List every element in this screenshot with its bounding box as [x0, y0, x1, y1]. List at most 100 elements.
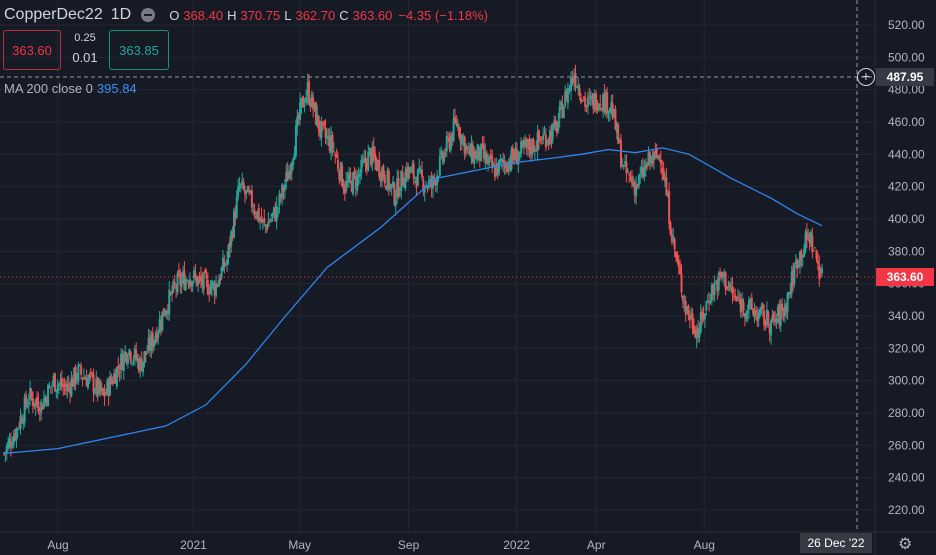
candle-body — [574, 73, 577, 87]
candle-body — [640, 167, 643, 174]
candle-body — [680, 273, 683, 293]
candle-body — [173, 282, 176, 286]
candle-body — [723, 272, 726, 278]
candle-body — [328, 136, 331, 151]
candle-body — [644, 163, 647, 169]
candle-body — [267, 221, 270, 228]
candle-body — [210, 280, 213, 289]
candle-body — [487, 158, 490, 164]
high-value: 370.75 — [240, 7, 281, 23]
candle-body — [742, 302, 745, 311]
candle-body — [434, 180, 437, 186]
candle-body — [748, 300, 751, 310]
candle-body — [699, 312, 702, 333]
ma-indicator-label: MA 200 close 0 — [4, 81, 93, 96]
candle-body — [438, 155, 441, 176]
candle-body — [335, 154, 338, 158]
candle-body — [440, 150, 443, 155]
low-value: 362.70 — [295, 7, 336, 23]
buy-button[interactable]: 363.85 — [109, 30, 169, 70]
candle-body — [816, 260, 819, 264]
candle-body — [460, 135, 463, 145]
candle-body — [712, 284, 715, 295]
candle-body — [164, 314, 167, 316]
gear-icon[interactable]: ⚙ — [898, 536, 913, 553]
candle-body — [456, 124, 459, 128]
candle-body — [246, 186, 249, 193]
candle-body — [120, 353, 123, 371]
candle-body — [235, 196, 238, 218]
candle-body — [169, 292, 172, 294]
candle-body — [409, 168, 412, 173]
candle-body — [289, 170, 292, 175]
candle-body — [807, 233, 810, 237]
candle-body — [491, 155, 494, 168]
candle-body — [467, 146, 470, 148]
timeframe-label[interactable]: 1D — [110, 6, 132, 23]
candle-body — [664, 180, 667, 182]
price-tick-label: 260.00 — [888, 438, 925, 452]
candle-body — [768, 327, 771, 334]
candle-body — [738, 300, 741, 302]
candle-body — [665, 177, 668, 196]
high-label: H — [227, 7, 237, 23]
candle-body — [219, 277, 222, 281]
candle-body — [98, 380, 101, 395]
candle-body — [266, 225, 269, 230]
symbol-name[interactable]: CopperDec22 — [4, 6, 103, 23]
candle-body — [639, 174, 642, 176]
candle-body — [158, 319, 161, 333]
candle-body — [394, 199, 397, 207]
candle-body — [604, 92, 607, 113]
candle-body — [635, 186, 638, 197]
candle-body — [812, 250, 815, 252]
candle-body — [37, 401, 40, 412]
candle-body — [746, 311, 749, 314]
candle-body — [19, 416, 22, 429]
crosshair-date-label: 26 Dec '22 — [800, 533, 872, 553]
candle-body — [292, 158, 295, 165]
candle-body — [102, 388, 105, 395]
candle-body — [122, 353, 125, 371]
candle-body — [783, 304, 786, 317]
candle-body — [60, 378, 63, 387]
candle-body — [804, 233, 807, 251]
candle-body — [331, 134, 334, 149]
candle-body — [44, 396, 47, 402]
candle-body — [386, 170, 389, 190]
price-tick-label: 320.00 — [888, 341, 925, 355]
candle-body — [683, 301, 686, 304]
candle-body — [239, 183, 242, 185]
candle-body — [146, 352, 149, 354]
candle-body — [389, 184, 392, 189]
candle-body — [749, 299, 752, 303]
candle-body — [781, 303, 784, 312]
eye-dot-icon[interactable] — [141, 8, 156, 22]
candle-body — [31, 398, 34, 406]
ma-indicator-legend[interactable]: MA 200 close 0 395.84 — [4, 81, 137, 96]
candle-body — [397, 178, 400, 198]
candle-body — [796, 259, 799, 270]
candle-body — [570, 77, 573, 91]
candle-body — [176, 273, 179, 293]
candle-body — [771, 315, 774, 322]
candle-body — [702, 313, 705, 320]
price-tick-label: 480.00 — [888, 83, 925, 97]
candle-body — [198, 275, 201, 278]
plus-circle-icon[interactable]: + — [857, 68, 875, 86]
price-tick-label: 340.00 — [888, 309, 925, 323]
candle-body — [71, 377, 74, 387]
candle-body — [161, 311, 164, 331]
candle-body — [7, 441, 10, 449]
candle-body — [204, 270, 207, 274]
sell-button[interactable]: 363.60 — [3, 30, 61, 70]
candle-body — [507, 160, 510, 171]
candle-body — [268, 221, 271, 223]
candle-body — [27, 402, 30, 405]
candle-body — [313, 102, 316, 108]
candle-body — [53, 373, 56, 392]
candle-body — [786, 293, 789, 312]
candle-body — [279, 195, 282, 199]
candle-body — [253, 210, 256, 215]
